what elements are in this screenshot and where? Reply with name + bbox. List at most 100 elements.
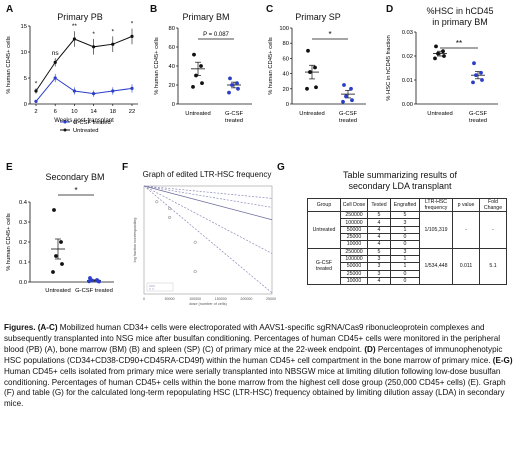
y-tick-label: 0.0 (19, 280, 27, 286)
y-tick-label: 0.3 (19, 220, 27, 226)
header-tested: Tested (367, 197, 391, 213)
table-cell: 4 (367, 276, 391, 286)
y-tick-label: 5 (24, 76, 27, 82)
table-cell: 0 (390, 269, 420, 278)
x-tick-label: Untreated (427, 111, 452, 117)
table-cell: 25000 (340, 269, 368, 278)
table-cell: 4 (367, 240, 391, 249)
table-row: 50000 3 1 (308, 262, 507, 271)
caption-eg-text: Human CD45+ cells isolated from primary … (4, 366, 506, 409)
table-cell: 10000 (340, 276, 368, 286)
data-point (168, 206, 172, 211)
table-cell: 3 (390, 247, 420, 256)
caption-ac-tag: (A-C) (37, 323, 58, 332)
y-tick-label: 10 (21, 50, 27, 56)
table-row: 100000 3 1 (308, 254, 507, 264)
y-tick-label: 0.02 (402, 54, 413, 60)
data-point (200, 81, 204, 85)
table-cell: 0 (390, 240, 420, 249)
y-tick-label: 0.2 (19, 240, 27, 246)
x-tick-label: 100000 (189, 297, 201, 301)
y-tick-label: 80 (283, 41, 289, 47)
y-tick-label: 60 (283, 56, 289, 62)
x-tick-label: 22 (129, 109, 135, 115)
group-cell: Untreated (307, 211, 341, 249)
y-tick-label: 0.01 (402, 78, 413, 84)
table-cell: 4 (367, 225, 391, 235)
header-frequency: LTR-HSC frequency (419, 197, 453, 213)
table-cell: 3 (390, 218, 420, 227)
caption-d-text: Percentages of immunophenotypic HSC popu… (4, 344, 503, 365)
x-axis-label: dose (number of cells) (189, 302, 227, 306)
x-tick-label: treated (225, 118, 243, 124)
caption-lead: Figures. (4, 323, 36, 332)
p-value-cell: - (452, 211, 480, 249)
y-tick-label: 40 (283, 72, 289, 78)
x-axis-label: Weeks post-transplant (54, 118, 114, 124)
data-point (59, 240, 63, 244)
p-value-label: P = 0.087 (203, 32, 229, 38)
y-tick-label: 15 (21, 24, 27, 30)
data-point (436, 51, 440, 56)
data-point (342, 83, 346, 87)
data-point (34, 99, 38, 103)
panel-a-label: A (6, 4, 14, 15)
p-value-cell: 0.011 (452, 247, 480, 286)
panel-f-title: Graph of edited LTR-HSC frequency (142, 170, 272, 179)
y-tick-label: 20 (169, 83, 175, 89)
data-point (155, 200, 159, 204)
x-tick-label: G-CSF (225, 111, 243, 117)
significance-marker: * (328, 30, 331, 39)
panel-c-title: Primary SP (295, 12, 341, 22)
y-tick-label: 0.4 (19, 200, 28, 206)
panel-f-label: F (122, 162, 129, 173)
table-cell: 4 (367, 233, 391, 242)
x-tick-label: 18 (110, 109, 116, 115)
lda-table: Group Cell Dose Tested Engrafted LTR-HSC… (307, 197, 507, 286)
y-axis-label: % human CD45+ cells (6, 36, 12, 94)
significance-marker: * (35, 80, 38, 87)
panel-g-title: Table summarizing results of (342, 170, 458, 180)
data-point (434, 44, 438, 49)
x-tick-label: 50000 (165, 297, 175, 301)
x-tick-label: 250000 (266, 297, 276, 301)
data-point (92, 45, 96, 49)
data-point (341, 99, 345, 104)
panel-e-label: E (6, 162, 13, 173)
legend-marker (63, 128, 67, 132)
legend-label: G-CSF treated (73, 120, 111, 126)
header-cell-dose: Cell Dose (340, 197, 368, 213)
data-point (192, 52, 196, 57)
table-cell: 5 (367, 211, 391, 220)
data-point (441, 49, 445, 54)
y-tick-label: 0.00 (402, 102, 413, 108)
data-point (97, 279, 101, 284)
data-point (34, 89, 38, 93)
header-group: Group (307, 197, 341, 213)
table-row: G-CSF treated 250000 5 3 1/534,448 0.011 5.1 (307, 247, 507, 286)
x-tick-label: treated (469, 118, 487, 124)
y-tick-label: 0 (24, 102, 27, 108)
table-cell: 250000 (340, 247, 368, 256)
x-tick-label: 200000 (240, 297, 252, 301)
data-point (51, 270, 55, 274)
y-tick-label: 40 (169, 64, 175, 70)
caption-ac-text: Mobilized human CD34+ cells were electro… (4, 323, 501, 354)
table-cell: 100000 (340, 254, 368, 264)
data-point (111, 42, 115, 46)
data-point (90, 278, 94, 283)
data-point (349, 86, 353, 91)
panel-d-label: D (386, 4, 394, 15)
data-point (130, 34, 134, 38)
y-tick-label: 80 (169, 26, 175, 32)
panel-d-chart: 0.03 0.02 0.01 0.00 % HSC in hCD45 fraction U… (386, 30, 498, 124)
data-point (52, 208, 56, 212)
data-point (111, 89, 115, 93)
plot-frame (143, 185, 273, 295)
data-point (308, 70, 312, 74)
x-tick-label: Untreated (185, 111, 210, 117)
panel-a-title: Primary PB (57, 12, 103, 22)
frequency-cell: 1/105,319 (419, 211, 453, 249)
data-point (227, 90, 231, 95)
table-cell: 4 (367, 218, 391, 227)
